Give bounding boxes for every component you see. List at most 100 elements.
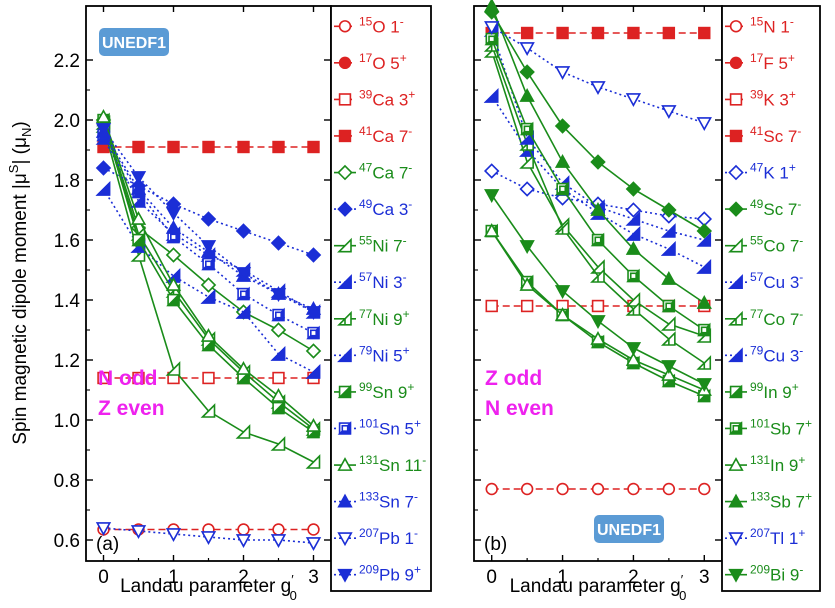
- legend-label: 41Sc 7-: [750, 124, 801, 146]
- marker-shape: [627, 26, 640, 40]
- legend-marker: [338, 93, 352, 106]
- parity: +: [805, 490, 812, 504]
- data-point: [305, 247, 322, 263]
- marker-shape: [270, 346, 286, 361]
- badge-text: UNEDF1: [597, 522, 661, 539]
- data-point: [131, 232, 145, 247]
- mass-number: 49: [750, 197, 764, 211]
- element-state: N 1: [763, 17, 789, 36]
- marker-shape: [130, 211, 147, 225]
- legend-label: 77Co 7-: [750, 307, 803, 329]
- unit: ): [10, 121, 31, 127]
- marker-shape: [235, 304, 251, 319]
- legend-marker: [337, 164, 353, 181]
- marker-shape: [235, 223, 252, 239]
- legend-label: 133Sn 7-: [359, 490, 418, 512]
- data-point: [95, 160, 112, 176]
- marker-shape: [729, 20, 743, 33]
- marker-shape: [483, 88, 499, 103]
- parity: +: [414, 563, 421, 577]
- marker-shape: [728, 274, 743, 290]
- marker-shape: [519, 64, 535, 80]
- marker-shape: [625, 292, 641, 307]
- mass-number: 99: [359, 380, 373, 394]
- marker-shape: [484, 223, 500, 237]
- marker-shape: [337, 274, 352, 290]
- legend-marker: [337, 310, 352, 326]
- marker-shape: [519, 181, 535, 197]
- marker-shape: [728, 493, 744, 508]
- parity: -: [403, 270, 407, 284]
- model-badge: UNEDF1: [99, 28, 169, 56]
- legend-label: 39K 3+: [750, 87, 796, 109]
- legend-label: 207Tl 1+: [750, 526, 805, 548]
- data-point: [130, 181, 147, 195]
- mass-number: 39: [750, 87, 764, 101]
- x-tick-label: 3: [699, 567, 710, 588]
- legend-marker: [337, 274, 352, 290]
- marker-shape: [729, 56, 743, 70]
- legend-entry: 133Sb 7+: [725, 490, 812, 512]
- marker-shape: [200, 531, 217, 545]
- marker-shape: [200, 211, 217, 227]
- mass-number: 207: [750, 526, 770, 540]
- marker-shape: [625, 352, 642, 366]
- data-point: [270, 346, 286, 361]
- mass-number: 57: [750, 270, 764, 284]
- mass-number: 55: [750, 234, 764, 248]
- legend-label: 41Ca 7-: [359, 124, 412, 146]
- legend-entry: 57Ni 3-: [334, 270, 407, 292]
- chart-panel-b: 0 1 2 3 UNEDF1 Z odd N even (b)Landau parameter…: [473, 0, 821, 603]
- marker-shape: [167, 140, 180, 154]
- data-point: [165, 528, 182, 542]
- data-point: [165, 207, 182, 221]
- prime: ′: [681, 572, 684, 587]
- mass-number: 17: [359, 51, 373, 65]
- legend-entry: 41Sc 7-: [725, 124, 801, 146]
- data-point: [554, 307, 571, 321]
- marker-shape: [337, 384, 352, 399]
- element-state: Sb 7: [770, 419, 805, 438]
- marker-shape: [132, 140, 145, 154]
- element-state: Ca 7: [372, 164, 408, 183]
- mass-number: 101: [750, 416, 770, 430]
- marker-shape: [132, 371, 145, 385]
- data-point: [165, 220, 182, 234]
- marker-shape: [95, 522, 112, 536]
- series-15N: [485, 482, 711, 496]
- data-point: [95, 181, 111, 196]
- data-point: [270, 436, 286, 451]
- marker-shape: [661, 373, 676, 388]
- series-49Ca: [95, 160, 322, 263]
- marker-shape: [483, 163, 500, 179]
- marker-shape: [95, 160, 112, 176]
- mass-number: 41: [750, 124, 764, 138]
- data-point: [625, 301, 641, 316]
- marker-shape: [337, 568, 353, 583]
- legend-entry: 55Ni 7-: [334, 234, 407, 256]
- prime: ′: [291, 572, 294, 587]
- marker-shape: [271, 400, 285, 415]
- parity: -: [422, 453, 426, 467]
- marker-shape: [590, 331, 606, 345]
- marker-shape: [130, 171, 147, 185]
- legend-entry: 209Pb 9+: [334, 563, 421, 585]
- data-point: [591, 482, 605, 496]
- legend-label: 133Sb 7+: [750, 490, 812, 512]
- badge-box: [99, 28, 169, 56]
- series-133Sb: [484, 0, 712, 309]
- data-point: [484, 21, 500, 35]
- data-point: [590, 81, 606, 95]
- y-tick-label: 2.0: [54, 111, 80, 132]
- legend-entry: 17F 5+: [725, 51, 795, 73]
- series-207Pb: [95, 522, 322, 551]
- legend-label: 55Co 7-: [750, 234, 803, 256]
- element-state: In 9: [770, 456, 798, 475]
- marker-shape: [165, 528, 182, 542]
- panel-label: (a): [96, 534, 119, 555]
- marker-shape: [305, 537, 322, 551]
- marker-shape: [698, 482, 711, 496]
- marker-shape: [338, 93, 352, 106]
- marker-shape: [272, 523, 285, 536]
- legend-label: 77Ni 9+: [359, 307, 410, 329]
